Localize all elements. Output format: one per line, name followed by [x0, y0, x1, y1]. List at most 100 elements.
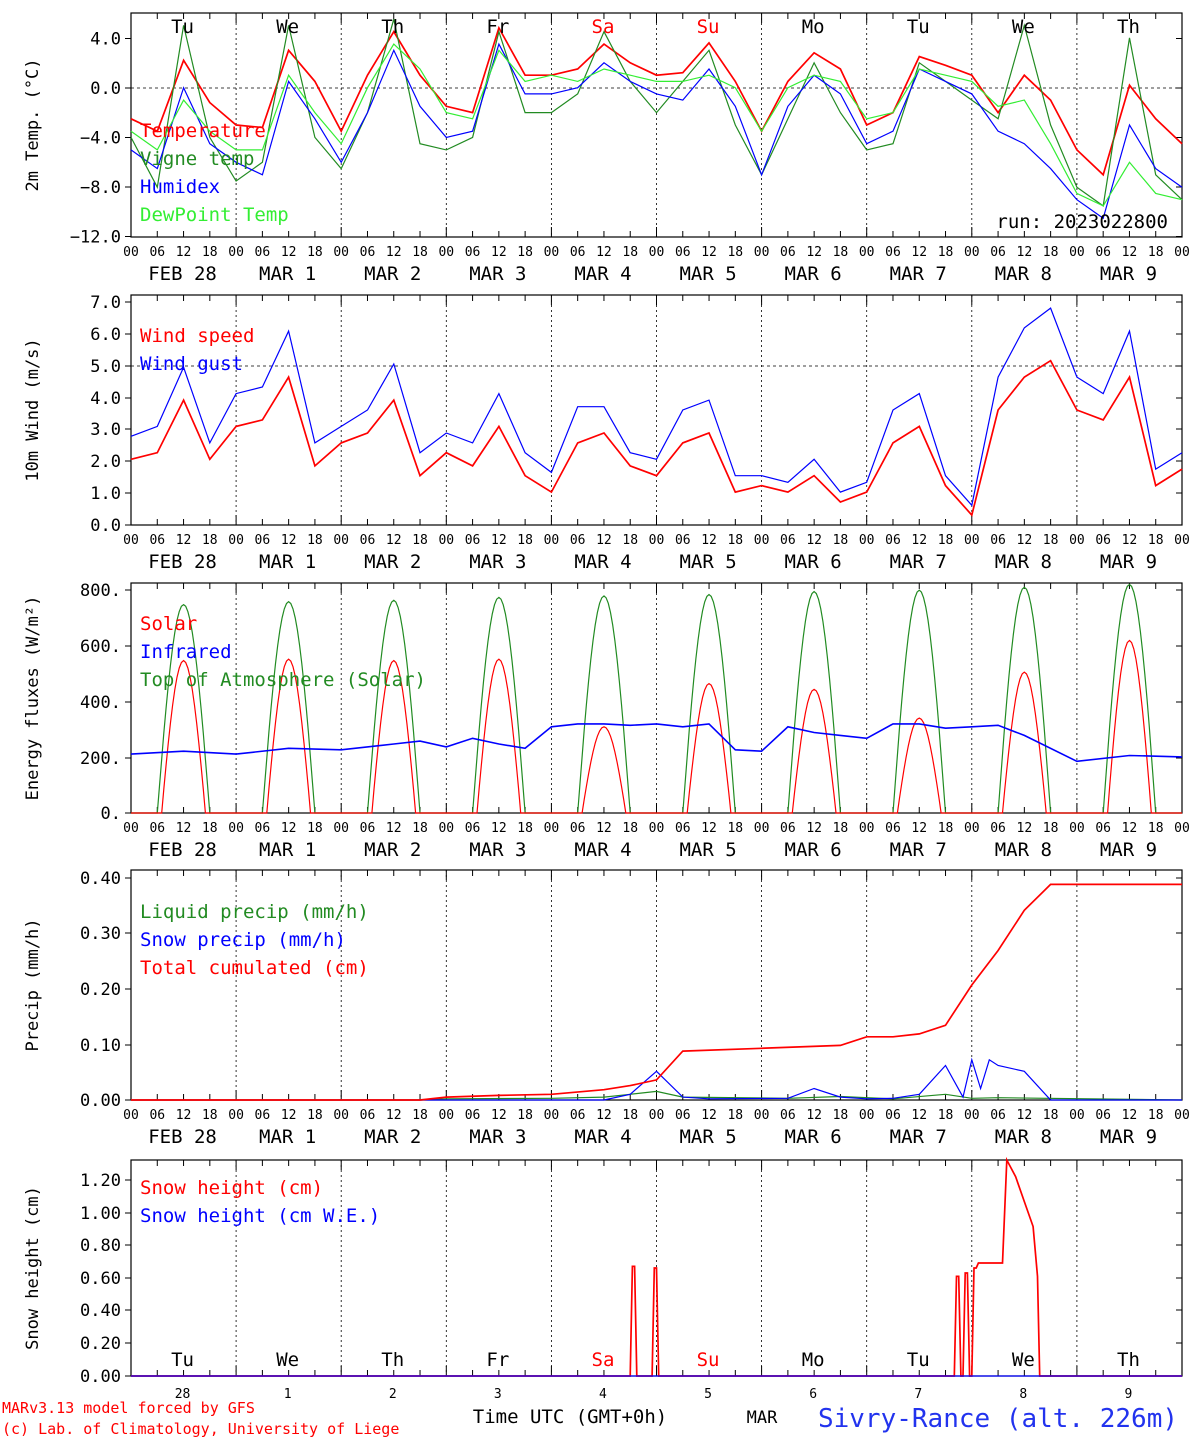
hour-tick-label: 18: [307, 533, 323, 548]
hour-tick-label: 18: [517, 821, 533, 836]
hour-tick-label: 12: [176, 533, 192, 548]
hour-tick-label: 18: [727, 1108, 743, 1123]
hour-tick-label: 18: [517, 1108, 533, 1123]
hour-tick-label: 00: [438, 533, 454, 548]
date-label: MAR 3: [469, 839, 526, 861]
weekday-label: Sa: [592, 16, 615, 38]
weekday-label: Mo: [802, 1349, 825, 1371]
hour-tick-label: 12: [701, 821, 717, 836]
hour-tick-label: 06: [465, 821, 481, 836]
hour-tick-label: 12: [176, 821, 192, 836]
y-tick-label: 0.00: [80, 1091, 121, 1111]
hour-tick-label: 12: [281, 1108, 297, 1123]
hour-tick-label: 18: [202, 533, 218, 548]
date-label: MAR 8: [995, 263, 1052, 285]
hour-tick-label: 18: [833, 245, 849, 260]
date-label: MAR 7: [890, 1126, 947, 1148]
hour-tick-label: 00: [859, 533, 875, 548]
hour-tick-label: 00: [544, 533, 560, 548]
hour-tick-label: 12: [176, 1108, 192, 1123]
date-label: MAR 5: [679, 1126, 736, 1148]
weekday-label: Tu: [171, 1349, 194, 1371]
weekday-label: We: [276, 1349, 299, 1371]
hour-tick-label: 18: [622, 245, 638, 260]
date-label: MAR 2: [364, 1126, 421, 1148]
day-number-label: 2: [389, 1387, 397, 1402]
weekday-label: Tu: [907, 16, 930, 38]
hour-tick-label: 00: [1069, 1108, 1085, 1123]
y-tick-label: 0.40: [80, 869, 121, 889]
hour-tick-label: 06: [780, 245, 796, 260]
hour-tick-label: 06: [149, 821, 165, 836]
hour-tick-label: 12: [596, 1108, 612, 1123]
x-axis-label: Time UTC (GMT+0h): [473, 1406, 667, 1428]
date-label: MAR 3: [469, 1126, 526, 1148]
y-tick-label: 0.40: [80, 1301, 121, 1321]
legend-entry: Vigne temp: [140, 148, 254, 170]
hour-tick-label: 06: [1095, 821, 1111, 836]
weekday-label: Su: [697, 1349, 720, 1371]
hour-tick-label: 12: [386, 1108, 402, 1123]
hour-tick-label: 18: [1043, 821, 1059, 836]
date-label: MAR 4: [574, 551, 631, 573]
y-tick-label: 2.0: [90, 452, 121, 472]
weekday-label: We: [1012, 1349, 1035, 1371]
hour-tick-label: 06: [1095, 1108, 1111, 1123]
date-label: FEB 28: [148, 551, 217, 573]
credit-line-1: MARv3.13 model forced by GFS: [2, 1399, 255, 1417]
date-label: MAR 9: [1100, 263, 1157, 285]
hour-tick-label: 06: [1095, 245, 1111, 260]
legend-entry: Infrared: [140, 641, 232, 663]
hour-tick-label: 00: [649, 245, 665, 260]
hour-tick-label: 06: [780, 533, 796, 548]
hour-tick-label: 06: [255, 1108, 271, 1123]
hour-tick-label: 00: [964, 533, 980, 548]
date-label: MAR 2: [364, 839, 421, 861]
hour-tick-label: 12: [806, 245, 822, 260]
hour-tick-label: 18: [202, 821, 218, 836]
hour-tick-label: 18: [412, 245, 428, 260]
y-axis-label: Energy fluxes (W/m²): [23, 596, 43, 801]
hour-tick-label: 06: [360, 245, 376, 260]
hour-tick-label: 12: [1122, 245, 1138, 260]
y-tick-label: 0.10: [80, 1036, 121, 1056]
hour-tick-label: 06: [465, 1108, 481, 1123]
hour-tick-label: 06: [255, 245, 271, 260]
hour-tick-label: 12: [1122, 821, 1138, 836]
hour-tick-label: 12: [701, 1108, 717, 1123]
hour-tick-label: 00: [754, 245, 770, 260]
weekday-label: Th: [1117, 16, 1140, 38]
y-axis-label: Precip (mm/h): [23, 918, 43, 1051]
hour-tick-label: 06: [255, 821, 271, 836]
hour-tick-label: 18: [622, 1108, 638, 1123]
hour-tick-label: 18: [727, 533, 743, 548]
hour-tick-label: 12: [1017, 821, 1033, 836]
legend-entry: Snow height (cm W.E.): [140, 1205, 380, 1227]
hour-tick-label: 06: [360, 533, 376, 548]
date-label: MAR 4: [574, 1126, 631, 1148]
series-line-solar: [131, 639, 1182, 814]
hour-tick-label: 12: [1017, 1108, 1033, 1123]
hour-tick-label: 18: [938, 533, 954, 548]
hour-tick-label: 06: [675, 245, 691, 260]
y-tick-label: −12.0: [70, 228, 121, 248]
hour-tick-label: 00: [1174, 245, 1190, 260]
y-tick-label: 0.60: [80, 1269, 121, 1289]
y-tick-label: 4.0: [90, 30, 121, 50]
hour-tick-label: 18: [1148, 1108, 1164, 1123]
hour-tick-label: 06: [885, 821, 901, 836]
date-label: FEB 28: [148, 1126, 217, 1148]
hour-tick-label: 18: [307, 821, 323, 836]
hour-tick-label: 18: [938, 821, 954, 836]
hour-tick-label: 00: [333, 245, 349, 260]
hour-tick-label: 06: [149, 1108, 165, 1123]
date-label: MAR 8: [995, 551, 1052, 573]
hour-tick-label: 12: [701, 245, 717, 260]
panel-3: 800. 600. 400. 200. 0. Energy fluxes (W/m²) 00…: [23, 581, 1190, 861]
y-tick-label: 5.0: [90, 357, 121, 377]
date-label: MAR 1: [259, 551, 316, 573]
date-label: MAR 1: [259, 839, 316, 861]
y-tick-label: 0.30: [80, 924, 121, 944]
date-label: MAR 6: [785, 839, 842, 861]
hour-tick-label: 12: [281, 533, 297, 548]
